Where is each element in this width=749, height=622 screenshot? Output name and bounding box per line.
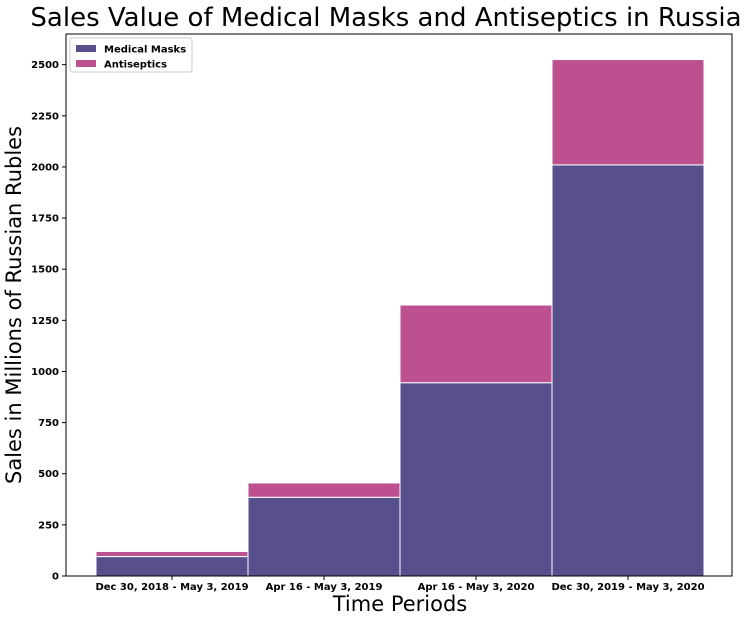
y-tick-label: 1000 (31, 367, 59, 378)
x-tick-label: Apr 16 - May 3, 2019 (266, 582, 383, 593)
bar-antiseptics-3 (551, 59, 705, 166)
y-tick-label: 1250 (31, 316, 59, 327)
y-tick-label: 250 (38, 520, 59, 531)
y-tick-label: 2250 (31, 111, 59, 122)
legend-label: Medical Masks (104, 45, 186, 56)
x-tick-label: Dec 30, 2019 - May 3, 2020 (551, 582, 704, 593)
bar-medical-masks-3 (551, 164, 705, 577)
bar-antiseptics-0 (95, 550, 249, 558)
y-tick-label: 2000 (31, 162, 59, 173)
y-axis-label: Sales in Millions of Russian Rubles (2, 126, 26, 484)
legend-box (69, 37, 193, 73)
x-tick-label: Dec 30, 2018 - May 3, 2019 (95, 582, 248, 593)
plot-area: Dec 30, 2018 - May 3, 2019 Apr 16 - May 3… (31, 33, 733, 593)
bar-medical-masks-1 (247, 496, 401, 577)
y-tick-label: 2500 (31, 60, 59, 71)
x-axis-label: Time Periods (332, 592, 468, 616)
x-tick-label: Apr 16 - May 3, 2020 (418, 582, 535, 593)
y-tick-label: 0 (52, 572, 59, 583)
y-tick-label: 1750 (31, 214, 59, 225)
legend-swatch (76, 60, 96, 67)
bar-antiseptics-1 (247, 482, 401, 498)
y-tick-label: 750 (38, 418, 59, 429)
legend-label: Antiseptics (104, 60, 167, 71)
bar-antiseptics-2 (399, 304, 553, 384)
y-tick-label: 1500 (31, 265, 59, 276)
bar-medical-masks-2 (399, 382, 553, 577)
chart-title: Sales Value of Medical Masks and Antisep… (30, 3, 741, 33)
plot-frame (65, 33, 733, 577)
bar-medical-masks-0 (95, 556, 249, 577)
y-tick-label: 500 (38, 469, 59, 480)
legend-swatch (76, 45, 96, 52)
